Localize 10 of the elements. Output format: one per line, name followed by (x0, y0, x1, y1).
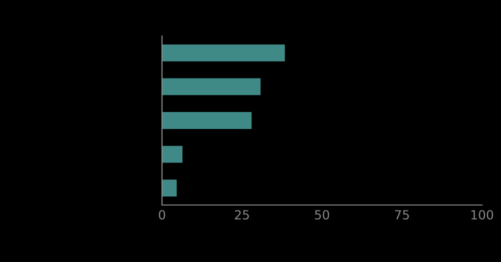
x-tick-label: 100 (471, 210, 494, 220)
bar (162, 146, 182, 163)
x-tick-label: 25 (234, 210, 249, 220)
x-tick-label: 50 (315, 210, 330, 220)
bar (162, 44, 285, 62)
bar (162, 78, 261, 96)
x-tick-label: 75 (395, 210, 409, 220)
x-tick-label: 0 (158, 210, 166, 220)
bar (162, 180, 177, 197)
bar (162, 112, 252, 129)
